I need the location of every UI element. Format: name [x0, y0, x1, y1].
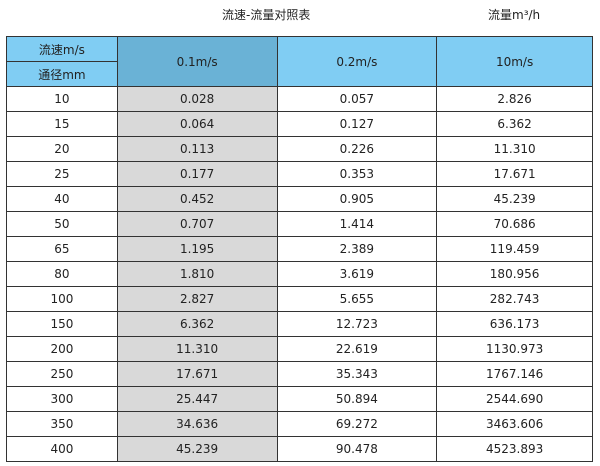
diameter-cell: 300: [6, 386, 118, 412]
header-diameter-label: 通径mm: [6, 61, 118, 87]
flow-cell: 1130.973: [436, 336, 593, 362]
table-row: 15 0.064 0.127 6.362: [6, 111, 593, 137]
flow-cell: 0.057: [276, 86, 438, 112]
table-row: 300 25.447 50.894 2544.690: [6, 386, 593, 412]
diameter-cell: 20: [6, 136, 118, 162]
flow-cell: 4523.893: [436, 436, 593, 462]
table-row: 100 2.827 5.655 282.743: [6, 286, 593, 312]
flow-cell: 45.239: [436, 186, 593, 212]
flow-cell: 69.272: [276, 411, 438, 437]
unit-label: 流量m³/h: [488, 8, 541, 22]
header-col-1: 0.2m/s: [276, 36, 438, 87]
flow-cell: 0.353: [276, 161, 438, 187]
diameter-cell: 15: [6, 111, 118, 137]
diameter-cell: 10: [6, 86, 118, 112]
table-row: 350 34.636 69.272 3463.606: [6, 411, 593, 437]
flow-cell: 6.362: [436, 111, 593, 137]
table-row: 10 0.028 0.057 2.826: [6, 86, 593, 112]
flow-cell: 119.459: [436, 236, 593, 262]
flow-cell: 0.452: [116, 186, 278, 212]
flow-cell: 2544.690: [436, 386, 593, 412]
flow-cell: 2.826: [436, 86, 593, 112]
flow-cell: 12.723: [276, 311, 438, 337]
diameter-cell: 80: [6, 261, 118, 287]
flow-cell: 0.177: [116, 161, 278, 187]
flow-cell: 2.389: [276, 236, 438, 262]
header-speed-label: 流速m/s: [6, 36, 118, 62]
flow-cell: 0.113: [116, 136, 278, 162]
diameter-cell: 250: [6, 361, 118, 387]
table-row: 250 17.671 35.343 1767.146: [6, 361, 593, 387]
diameter-cell: 400: [6, 436, 118, 462]
flow-cell: 11.310: [436, 136, 593, 162]
flow-cell: 50.894: [276, 386, 438, 412]
flow-cell: 0.226: [276, 136, 438, 162]
flow-cell: 2.827: [116, 286, 278, 312]
flow-cell: 1.810: [116, 261, 278, 287]
diameter-cell: 50: [6, 211, 118, 237]
flow-cell: 0.905: [276, 186, 438, 212]
table-title-text: 流速-流量对照表: [222, 8, 311, 22]
flow-cell: 70.686: [436, 211, 593, 237]
flow-cell: 45.239: [116, 436, 278, 462]
diameter-cell: 25: [6, 161, 118, 187]
table-row: 50 0.707 1.414 70.686: [6, 211, 593, 237]
diameter-cell: 40: [6, 186, 118, 212]
diameter-cell: 65: [6, 236, 118, 262]
header-col-0: 0.1m/s: [116, 36, 278, 87]
flow-cell: 0.028: [116, 86, 278, 112]
flow-cell: 282.743: [436, 286, 593, 312]
flow-cell: 5.655: [276, 286, 438, 312]
table-row: 40 0.452 0.905 45.239: [6, 186, 593, 212]
flow-rate-table: 流速m/s 0.1m/s 0.2m/s 10m/s 通径mm 10 0.028 0.…: [6, 36, 593, 462]
diameter-cell: 150: [6, 311, 118, 337]
flow-cell: 1.414: [276, 211, 438, 237]
diameter-cell: 100: [6, 286, 118, 312]
flow-cell: 0.064: [116, 111, 278, 137]
table-row: 25 0.177 0.353 17.671: [6, 161, 593, 187]
flow-cell: 11.310: [116, 336, 278, 362]
flow-cell: 6.362: [116, 311, 278, 337]
flow-cell: 17.671: [116, 361, 278, 387]
flow-cell: 0.127: [276, 111, 438, 137]
flow-cell: 22.619: [276, 336, 438, 362]
flow-cell: 636.173: [436, 311, 593, 337]
header-col-2: 10m/s: [436, 36, 593, 87]
diameter-cell: 350: [6, 411, 118, 437]
flow-cell: 3463.606: [436, 411, 593, 437]
flow-cell: 3.619: [276, 261, 438, 287]
flow-cell: 1.195: [116, 236, 278, 262]
table-row: 150 6.362 12.723 636.173: [6, 311, 593, 337]
table-row: 80 1.810 3.619 180.956: [6, 261, 593, 287]
flow-cell: 1767.146: [436, 361, 593, 387]
flow-cell: 90.478: [276, 436, 438, 462]
table-row: 20 0.113 0.226 11.310: [6, 136, 593, 162]
table-row: 65 1.195 2.389 119.459: [6, 236, 593, 262]
flow-cell: 180.956: [436, 261, 593, 287]
flow-cell: 25.447: [116, 386, 278, 412]
table-row: 200 11.310 22.619 1130.973: [6, 336, 593, 362]
flow-cell: 34.636: [116, 411, 278, 437]
diameter-cell: 200: [6, 336, 118, 362]
flow-cell: 17.671: [436, 161, 593, 187]
flow-cell: 35.343: [276, 361, 438, 387]
flow-cell: 0.707: [116, 211, 278, 237]
table-row: 400 45.239 90.478 4523.893: [6, 436, 593, 462]
